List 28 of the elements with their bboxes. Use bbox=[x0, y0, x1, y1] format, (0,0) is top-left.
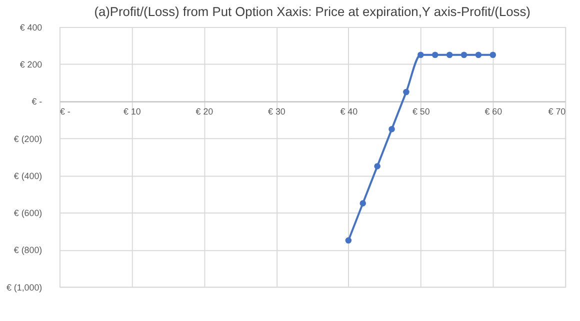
y-tick-label: € (800) bbox=[14, 245, 42, 256]
point bbox=[475, 52, 482, 58]
x-tick-label: € 60 bbox=[484, 106, 502, 117]
x-tick-label: € 20 bbox=[196, 106, 214, 117]
x-tick-label: € 40 bbox=[340, 106, 358, 117]
chart-title: (a)Profit/(Loss) from Put Option Xaxis: Price at expiration,Y axis-Profit/(Loss) bbox=[94, 4, 530, 20]
y-tick-label: € (600) bbox=[14, 208, 42, 218]
x-tick-label: € 30 bbox=[268, 106, 286, 117]
point bbox=[403, 88, 410, 96]
point bbox=[388, 126, 395, 132]
point bbox=[374, 163, 380, 170]
point bbox=[446, 52, 453, 58]
y-tick-label: € (400) bbox=[14, 170, 42, 181]
point bbox=[360, 200, 366, 206]
point bbox=[460, 52, 468, 58]
point bbox=[418, 52, 424, 58]
x-tick-label: € 70 bbox=[548, 106, 566, 117]
y-tick-label: € 400 bbox=[20, 22, 42, 33]
y-tick-label: € (1,000) bbox=[6, 282, 42, 292]
x-tick-label: € 10 bbox=[124, 106, 141, 117]
y-tick-label: € - bbox=[32, 96, 42, 107]
y-tick-label: € (200) bbox=[14, 134, 42, 144]
point bbox=[490, 52, 496, 58]
x-tick-label: € 50 bbox=[412, 106, 430, 117]
point bbox=[345, 237, 352, 244]
point bbox=[432, 52, 438, 58]
y-tick-label: € 200 bbox=[20, 60, 42, 70]
x-tick-label: € - bbox=[60, 106, 70, 117]
